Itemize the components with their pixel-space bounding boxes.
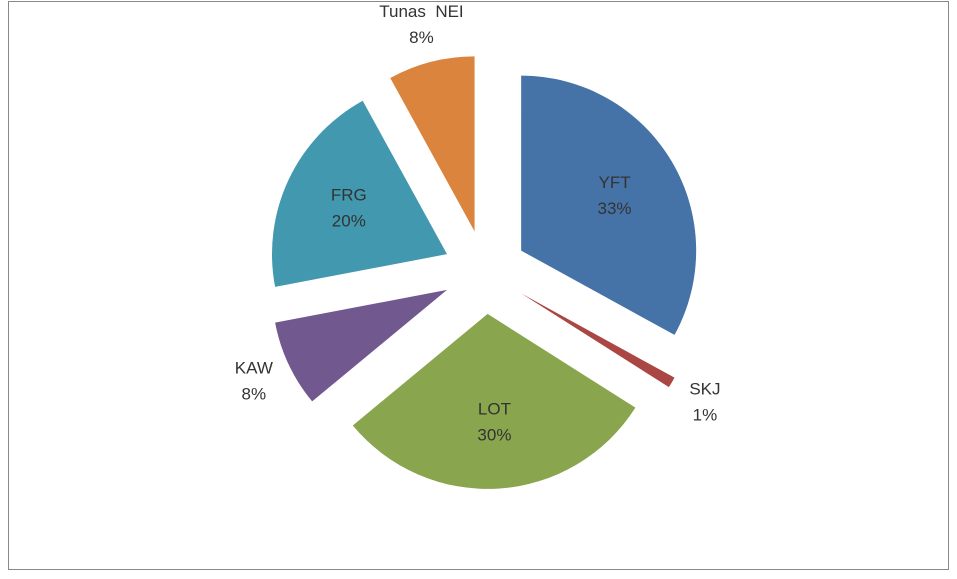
slice-label: LOT (478, 400, 511, 419)
slice-value-label: 30% (477, 426, 511, 445)
pie-slice (275, 289, 447, 402)
slice-label: SKJ (689, 380, 720, 399)
slice-value-label: 20% (332, 211, 366, 230)
slice-label: YFT (598, 173, 630, 192)
slice-label: FRG (331, 185, 367, 204)
slice-label: Tunas NEI (379, 2, 463, 21)
pie-slice (521, 75, 697, 335)
pie-slice (390, 56, 475, 232)
slice-value-label: 8% (409, 28, 434, 47)
pie-slice (271, 100, 447, 287)
slice-value-label: 1% (693, 406, 718, 425)
pie-slice (521, 293, 675, 388)
slice-label: KAW (235, 358, 273, 377)
slice-value-label: 8% (242, 384, 267, 403)
pie-slice (352, 313, 636, 489)
slice-value-label: 33% (598, 199, 632, 218)
